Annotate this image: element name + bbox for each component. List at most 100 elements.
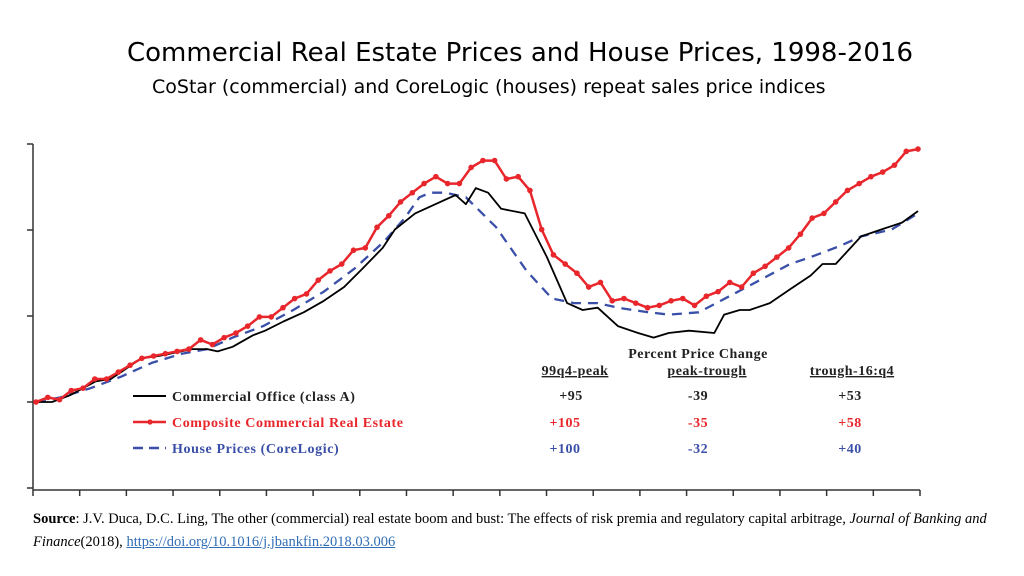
table-cell: -39 (688, 389, 708, 404)
data-point-composite-commercial-real-estate (879, 169, 886, 175)
data-point-composite-commercial-real-estate (844, 187, 851, 194)
data-point-composite-commercial-real-estate (821, 210, 827, 217)
data-point-composite-commercial-real-estate (374, 224, 380, 231)
data-point-composite-commercial-real-estate (256, 314, 263, 320)
table-cell: -35 (688, 416, 708, 431)
data-point-composite-commercial-real-estate (609, 298, 616, 304)
table-cell: +58 (838, 416, 861, 431)
data-point-composite-commercial-real-estate (209, 341, 216, 348)
data-point-composite-commercial-real-estate (868, 173, 874, 180)
source-citation: Source: J.V. Duca, D.C. Ling, The other … (33, 508, 993, 554)
data-point-composite-commercial-real-estate (691, 302, 698, 309)
data-point-composite-commercial-real-estate (856, 180, 862, 187)
data-point-composite-commercial-real-estate (327, 268, 333, 274)
legend-label-house: House Prices (CoreLogic) (172, 442, 339, 457)
data-point-composite-commercial-real-estate (727, 279, 733, 286)
data-point-composite-commercial-real-estate (350, 247, 357, 254)
data-point-composite-commercial-real-estate (197, 337, 204, 343)
data-point-composite-commercial-real-estate (291, 295, 298, 302)
legend-label-office: Commercial Office (class A) (172, 390, 356, 405)
table-cell: +40 (838, 442, 861, 457)
table-cell: +100 (550, 442, 581, 457)
data-point-composite-commercial-real-estate (750, 270, 757, 277)
legend-label-composite: Composite Commercial Real Estate (172, 416, 404, 431)
table-title: Percent Price Change (628, 347, 768, 362)
data-point-composite-commercial-real-estate (680, 295, 686, 302)
data-point-composite-commercial-real-estate (668, 298, 674, 304)
data-point-composite-commercial-real-estate (785, 245, 792, 251)
data-point-composite-commercial-real-estate (903, 148, 910, 155)
table-cell: -32 (688, 442, 708, 457)
data-point-composite-commercial-real-estate (80, 385, 86, 392)
slide-title: Commercial Real Estate Prices and House … (126, 38, 914, 68)
data-point-composite-commercial-real-estate (774, 254, 780, 260)
data-point-composite-commercial-real-estate (574, 270, 580, 277)
doi-link[interactable]: https://doi.org/10.1016/j.jbankfin.2018.… (126, 534, 396, 550)
data-point-composite-commercial-real-estate (162, 350, 169, 357)
data-point-composite-commercial-real-estate (738, 284, 745, 290)
data-point-composite-commercial-real-estate (597, 279, 604, 286)
data-point-composite-commercial-real-estate (338, 261, 345, 267)
data-point-composite-commercial-real-estate (150, 353, 157, 359)
data-point-composite-commercial-real-estate (515, 173, 521, 180)
data-point-composite-commercial-real-estate (186, 346, 192, 352)
data-point-composite-commercial-real-estate (56, 396, 63, 403)
series-line-composite-commercial-real-estate (35, 147, 919, 404)
table-col-header: trough-16:q4 (810, 364, 894, 379)
data-point-composite-commercial-real-estate (233, 330, 239, 336)
data-point-composite-commercial-real-estate (832, 199, 839, 205)
data-point-composite-commercial-real-estate (33, 399, 39, 405)
data-point-composite-commercial-real-estate (915, 146, 921, 152)
data-point-composite-commercial-real-estate (550, 252, 557, 258)
data-point-composite-commercial-real-estate (656, 302, 663, 309)
data-point-composite-commercial-real-estate (303, 291, 310, 297)
percent-change-table: Percent Price Change 99q4-peak peak-trou… (542, 347, 894, 457)
data-point-composite-commercial-real-estate (503, 176, 510, 182)
data-point-composite-commercial-real-estate (362, 245, 369, 251)
data-point-composite-commercial-real-estate (421, 180, 427, 187)
data-point-composite-commercial-real-estate (444, 180, 451, 187)
data-point-composite-commercial-real-estate (644, 304, 651, 311)
data-point-composite-commercial-real-estate (244, 323, 251, 329)
table-col-header: 99q4-peak (542, 364, 609, 379)
table-cell: +53 (838, 389, 861, 404)
source-year: (2018), (80, 534, 127, 550)
data-point-composite-commercial-real-estate (174, 348, 180, 355)
slide-subtitle: CoStar (commercial) and CoreLogic (house… (152, 76, 826, 98)
data-point-composite-commercial-real-estate (386, 212, 392, 219)
data-point-composite-commercial-real-estate (68, 387, 75, 394)
data-point-composite-commercial-real-estate (621, 295, 627, 302)
data-point-composite-commercial-real-estate (92, 376, 98, 382)
data-point-composite-commercial-real-estate (468, 164, 474, 171)
axes (27, 143, 921, 496)
source-text: : J.V. Duca, D.C. Ling, The other (comme… (75, 511, 850, 527)
data-point-composite-commercial-real-estate (221, 334, 227, 341)
data-point-composite-commercial-real-estate (715, 288, 721, 295)
data-point-composite-commercial-real-estate (562, 261, 568, 267)
data-point-composite-commercial-real-estate (527, 187, 533, 194)
data-point-composite-commercial-real-estate (397, 199, 404, 205)
data-point-composite-commercial-real-estate (280, 304, 286, 311)
table-col-header: peak-trough (667, 364, 746, 379)
data-point-composite-commercial-real-estate (315, 277, 322, 283)
data-point-composite-commercial-real-estate (139, 355, 145, 362)
table-cell: +105 (550, 416, 581, 431)
series-line-house-prices-corelogic (35, 191, 919, 404)
table-cell: +95 (559, 389, 582, 404)
data-point-composite-commercial-real-estate (127, 362, 133, 369)
source-label: Source (33, 511, 76, 527)
legend-marker-composite (147, 419, 153, 425)
data-point-composite-commercial-real-estate (538, 226, 545, 233)
series-lines (33, 146, 921, 405)
data-point-composite-commercial-real-estate (891, 162, 898, 168)
data-point-composite-commercial-real-estate (480, 157, 486, 164)
data-point-composite-commercial-real-estate (409, 189, 416, 196)
series-line-commercial-office-class-a (36, 187, 919, 403)
data-point-composite-commercial-real-estate (268, 314, 275, 320)
data-point-composite-commercial-real-estate (456, 180, 463, 187)
data-point-composite-commercial-real-estate (797, 231, 804, 237)
data-point-composite-commercial-real-estate (585, 284, 592, 290)
data-point-composite-commercial-real-estate (762, 263, 768, 270)
